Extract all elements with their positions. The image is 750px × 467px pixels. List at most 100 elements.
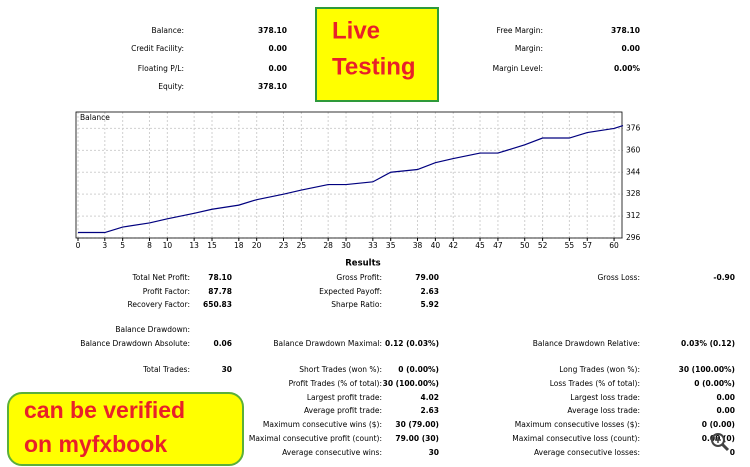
result-label: Balance Drawdown Maximal:	[273, 339, 382, 348]
y-tick-label: 312	[626, 211, 641, 220]
x-tick-label: 57	[582, 241, 592, 250]
result-value: 30 (100.00%)	[679, 365, 735, 374]
chart-title: Balance	[80, 113, 110, 122]
zoom-icon[interactable]	[711, 433, 730, 452]
badge-text: Live	[332, 17, 380, 44]
summary-value: 0.00	[268, 64, 287, 73]
result-value: 0.00	[716, 393, 735, 402]
result-label: Gross Profit:	[336, 273, 382, 282]
x-tick-label: 45	[475, 241, 485, 250]
x-tick-label: 25	[297, 241, 307, 250]
result-label: Average profit trade:	[304, 406, 382, 415]
result-label: Loss Trades (% of total):	[550, 379, 640, 388]
plot-frame	[75, 111, 623, 239]
balance-line	[78, 124, 624, 234]
result-label: Expected Payoff:	[319, 287, 382, 296]
result-label: Long Trades (won %):	[559, 365, 640, 374]
badge-text: can be verified	[24, 397, 185, 423]
result-value: 0 (0.00)	[702, 420, 735, 429]
x-tick-label: 40	[431, 241, 441, 250]
x-tick-label: 55	[565, 241, 575, 250]
result-label: Recovery Factor:	[127, 300, 190, 309]
result-label: Balance Drawdown:	[115, 325, 190, 334]
y-tick-label: 360	[626, 145, 641, 154]
result-value: 0.03% (0.12)	[681, 339, 735, 348]
summary-label: Margin Level:	[493, 64, 543, 73]
y-tick-label: 296	[626, 233, 641, 242]
summary-value: 0.00	[268, 44, 287, 53]
x-tick-label: 30	[341, 241, 351, 250]
x-tick-label: 8	[147, 241, 152, 250]
badge-text: on myfxbook	[24, 431, 167, 457]
x-tick-label: 23	[279, 241, 289, 250]
result-value: 0	[730, 448, 735, 457]
x-tick-label: 42	[448, 241, 458, 250]
result-label: Maximum consecutive wins ($):	[263, 420, 382, 429]
result-value: 5.92	[420, 300, 439, 309]
x-tick-label: 50	[520, 241, 530, 250]
live-badge	[315, 7, 439, 102]
result-value: 650.83	[203, 300, 232, 309]
summary-value: 0.00%	[614, 64, 641, 73]
x-tick-label: 33	[368, 241, 378, 250]
result-label: Gross Loss:	[598, 273, 641, 282]
result-label: Total Trades:	[142, 365, 190, 374]
result-value: 0 (0.00%)	[398, 365, 439, 374]
result-value: 30	[429, 448, 439, 457]
x-tick-label: 15	[207, 241, 217, 250]
result-label: Average consecutive wins:	[282, 448, 382, 457]
x-tick-label: 18	[234, 241, 244, 250]
result-value: 2.63	[420, 287, 439, 296]
result-value: 4.02	[420, 393, 439, 402]
summary-value: 378.10	[258, 82, 287, 91]
result-value: 0 (0.00%)	[694, 379, 735, 388]
x-tick-label: 20	[252, 241, 262, 250]
result-value: 30 (100.00%)	[383, 379, 439, 388]
result-label: Average consecutive losses:	[534, 448, 640, 457]
result-label: Largest loss trade:	[570, 393, 640, 402]
result-value: 79.00	[415, 273, 439, 282]
y-tick-label: 344	[626, 167, 641, 176]
result-label: Profit Trades (% of total):	[289, 379, 382, 388]
x-tick-label: 0	[76, 241, 81, 250]
result-value: 0.06	[213, 339, 232, 348]
result-value: -0.90	[713, 273, 735, 282]
result-label: Average loss trade:	[567, 406, 640, 415]
result-value: 30	[222, 365, 232, 374]
result-value: 87.78	[208, 287, 232, 296]
summary-label: Equity:	[158, 82, 184, 91]
result-value: 78.10	[208, 273, 232, 282]
x-tick-label: 60	[609, 241, 619, 250]
verify-badge	[7, 392, 244, 466]
result-label: Maximal consecutive profit (count):	[249, 434, 382, 443]
result-value: 2.63	[420, 406, 439, 415]
results-title: Results	[345, 259, 380, 269]
x-tick-label: 10	[163, 241, 173, 250]
summary-value: 378.10	[611, 26, 640, 35]
x-tick-label: 5	[120, 241, 125, 250]
summary-label: Free Margin:	[497, 26, 543, 35]
result-label: Total Net Profit:	[131, 273, 190, 282]
badge-text: Testing	[332, 53, 416, 80]
result-label: Maximum consecutive losses ($):	[515, 420, 640, 429]
x-tick-label: 13	[189, 241, 199, 250]
result-label: Sharpe Ratio:	[331, 300, 382, 309]
summary-label: Margin:	[515, 44, 543, 53]
x-tick-label: 38	[413, 241, 423, 250]
summary-label: Credit Facility:	[131, 44, 184, 53]
result-label: Largest profit trade:	[307, 393, 382, 402]
x-tick-label: 35	[386, 241, 396, 250]
y-tick-label: 328	[626, 189, 641, 198]
result-value: 0.00	[716, 406, 735, 415]
x-tick-label: 47	[493, 241, 503, 250]
summary-value: 378.10	[258, 26, 287, 35]
result-value: 0.12 (0.03%)	[385, 339, 439, 348]
summary-label: Floating P/L:	[138, 64, 184, 73]
result-label: Balance Drawdown Relative:	[533, 339, 640, 348]
result-label: Short Trades (won %):	[299, 365, 382, 374]
result-label: Balance Drawdown Absolute:	[80, 339, 190, 348]
x-tick-label: 3	[102, 241, 107, 250]
summary-value: 0.00	[621, 44, 640, 53]
result-value: 30 (79.00)	[395, 420, 439, 429]
